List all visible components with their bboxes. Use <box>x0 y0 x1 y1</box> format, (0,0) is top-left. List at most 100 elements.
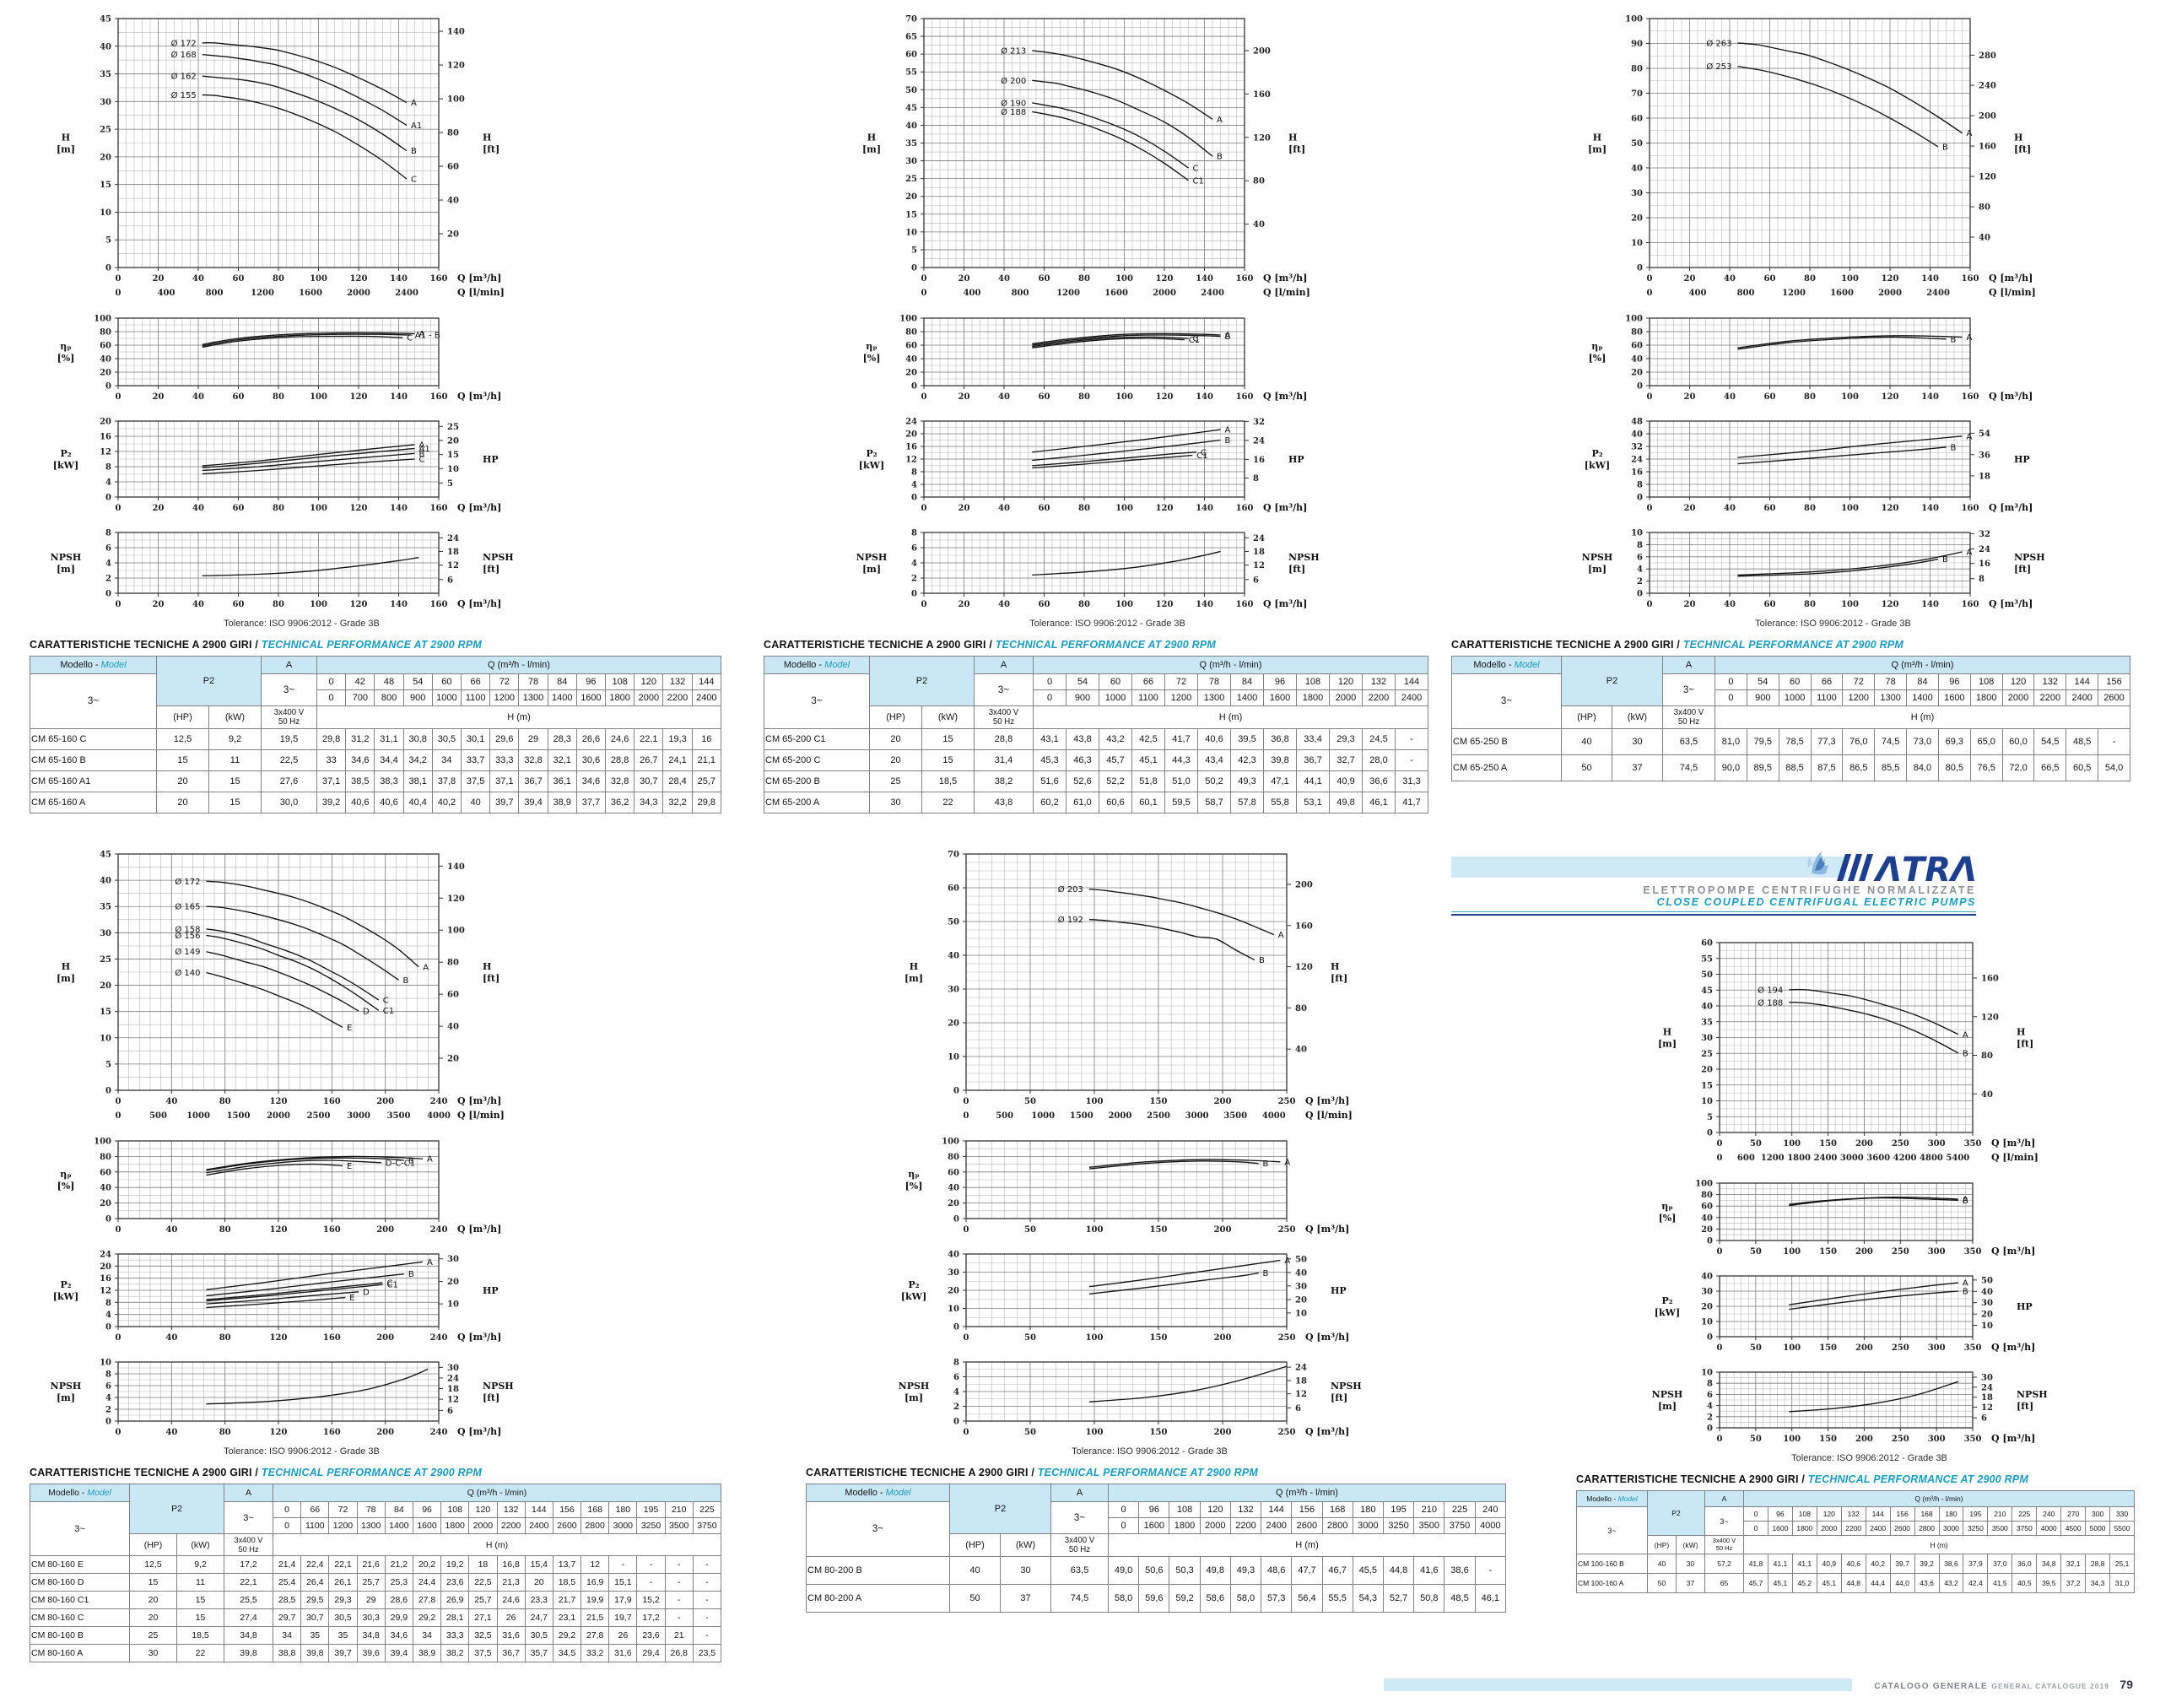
footer-catalog-en: GENERAL CATALOGUE 2019 <box>1991 1682 2109 1690</box>
svg-text:B: B <box>408 1157 414 1166</box>
svg-text:NPSH: NPSH <box>1652 1389 1683 1400</box>
svg-text:40: 40 <box>1724 392 1736 402</box>
svg-text:140: 140 <box>1196 600 1213 609</box>
svg-text:18: 18 <box>1253 548 1265 557</box>
svg-text:4: 4 <box>105 478 111 488</box>
svg-text:Ø 253: Ø 253 <box>1706 62 1731 72</box>
svg-text:Ø 149: Ø 149 <box>175 947 200 957</box>
table-header-row: Modello - Model P2 A Q (m³/h - l/min) <box>30 1484 721 1534</box>
svg-text:20: 20 <box>948 1199 959 1208</box>
svg-text:500: 500 <box>149 1111 167 1121</box>
svg-text:C1: C1 <box>1193 176 1204 186</box>
svg-text:[ft]: [ft] <box>483 973 500 984</box>
svg-text:5400: 5400 <box>1946 1154 1969 1163</box>
svg-text:160: 160 <box>323 1333 341 1343</box>
svg-text:50: 50 <box>905 86 917 95</box>
svg-text:2000: 2000 <box>267 1111 290 1121</box>
svg-text:A: A <box>1967 333 1973 343</box>
svg-text:50: 50 <box>1024 1333 1036 1343</box>
svg-text:6: 6 <box>447 576 453 585</box>
cm-65-160-eff-chart: 0 20 40 60 80 100 120 140 160 0 20 40 60 80 100 Q [m³/h… <box>57 315 502 403</box>
svg-text:120: 120 <box>270 1428 288 1437</box>
svg-text:B: B <box>1225 436 1231 446</box>
svg-text:0: 0 <box>1647 504 1653 513</box>
svg-text:Q [l/min]: Q [l/min] <box>457 287 505 298</box>
svg-text:4000: 4000 <box>1262 1111 1286 1121</box>
svg-text:20: 20 <box>447 230 459 240</box>
svg-text:20: 20 <box>1701 1225 1713 1235</box>
svg-text:0: 0 <box>1637 590 1643 599</box>
table-header-row: 3~ 3~ 0 54 60 66 72 78 84 96 108 120 132 144 156 <box>1451 673 2130 730</box>
svg-text:2400: 2400 <box>395 289 418 298</box>
svg-text:0: 0 <box>1647 289 1653 298</box>
svg-text:30: 30 <box>1295 1282 1307 1291</box>
svg-text:D: D <box>363 1008 370 1017</box>
svg-text:0: 0 <box>116 504 122 513</box>
svg-text:100: 100 <box>1086 1428 1104 1437</box>
svg-text:0: 0 <box>1647 274 1653 284</box>
svg-text:150: 150 <box>1819 1343 1837 1353</box>
svg-text:C1: C1 <box>387 1281 398 1290</box>
svg-text:1200: 1200 <box>251 289 274 298</box>
svg-text:40: 40 <box>1981 1288 1993 1297</box>
svg-text:B: B <box>1951 335 1957 344</box>
svg-text:NPSH: NPSH <box>1582 552 1613 563</box>
svg-text:140: 140 <box>1921 392 1939 402</box>
svg-text:80: 80 <box>1631 328 1643 338</box>
svg-text:4: 4 <box>953 1388 959 1397</box>
section-title: CARATTERISTICHE TECNICHE A 2900 GIRI / T… <box>30 1467 723 1478</box>
svg-text:80: 80 <box>219 1428 231 1437</box>
svg-text:20: 20 <box>100 369 111 378</box>
svg-text:A: A <box>1963 1030 1968 1040</box>
svg-text:120: 120 <box>1981 1013 1999 1022</box>
svg-text:35: 35 <box>100 70 111 79</box>
svg-text:[m]: [m] <box>57 564 75 575</box>
svg-text:45: 45 <box>1701 986 1713 996</box>
svg-text:20: 20 <box>100 1199 111 1208</box>
svg-text:2000: 2000 <box>347 289 370 298</box>
svg-text:24: 24 <box>1979 545 1990 554</box>
svg-text:20: 20 <box>153 274 165 284</box>
svg-text:25: 25 <box>1701 1050 1713 1059</box>
svg-text:240: 240 <box>1979 82 1996 91</box>
svg-text:ηₚ: ηₚ <box>1591 341 1602 352</box>
svg-text:Q [m³/h]: Q [m³/h] <box>1989 502 2033 513</box>
svg-text:0: 0 <box>105 382 111 392</box>
svg-text:50: 50 <box>948 918 959 927</box>
svg-text:20: 20 <box>447 1278 459 1287</box>
svg-text:20: 20 <box>1684 600 1696 609</box>
svg-text:400: 400 <box>964 289 981 298</box>
svg-text:B: B <box>1225 332 1231 342</box>
svg-text:100: 100 <box>310 504 327 513</box>
svg-text:160: 160 <box>1236 392 1254 402</box>
svg-text:[ft]: [ft] <box>2014 144 2031 155</box>
svg-text:3000: 3000 <box>1840 1154 1864 1163</box>
svg-text:3500: 3500 <box>1223 1111 1247 1121</box>
section-title-it: CARATTERISTICHE TECNICHE A 2900 GIRI <box>30 639 252 651</box>
svg-text:1000: 1000 <box>1031 1111 1055 1121</box>
svg-text:0: 0 <box>921 274 927 284</box>
svg-text:12: 12 <box>905 456 917 465</box>
svg-text:120: 120 <box>350 504 368 513</box>
svg-text:120: 120 <box>1882 274 1899 284</box>
section-title-separator: / <box>251 639 262 651</box>
svg-text:12: 12 <box>1981 1403 1993 1413</box>
svg-text:[m]: [m] <box>1658 1039 1677 1050</box>
svg-text:80: 80 <box>1078 392 1090 402</box>
svg-text:140: 140 <box>1196 392 1213 402</box>
svg-text:2000: 2000 <box>1153 289 1176 298</box>
svg-text:12: 12 <box>1295 1390 1307 1399</box>
svg-text:20: 20 <box>905 430 917 440</box>
svg-text:C: C <box>1201 448 1207 457</box>
svg-text:60: 60 <box>1631 115 1643 124</box>
svg-text:0: 0 <box>953 1087 959 1096</box>
svg-text:300: 300 <box>1928 1343 1946 1353</box>
svg-text:100: 100 <box>1783 1139 1801 1149</box>
svg-text:0: 0 <box>116 1111 122 1121</box>
svg-text:A: A <box>419 330 425 339</box>
table-header-row: 0 700 800 900 1000 1100 1200 1300 1400 1600 1800 20… <box>30 689 722 706</box>
svg-text:HP: HP <box>2017 1301 2033 1312</box>
svg-text:0: 0 <box>921 504 927 513</box>
svg-text:A: A <box>423 963 429 972</box>
